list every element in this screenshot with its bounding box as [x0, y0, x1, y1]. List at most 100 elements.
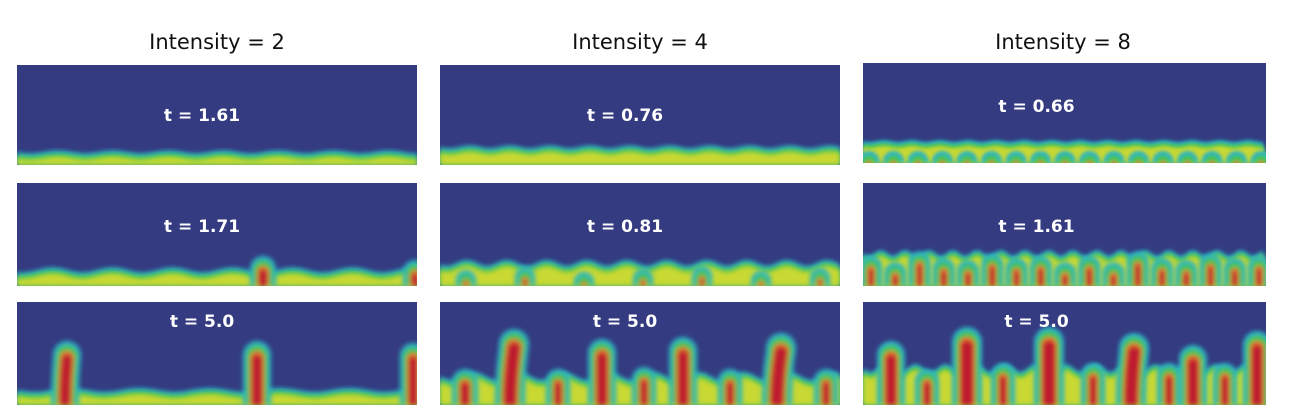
interface-layer: [17, 394, 417, 405]
interface-layer: [17, 156, 417, 165]
plume-finger: [669, 337, 697, 405]
time-label: t = 0.81: [586, 217, 664, 237]
plume-finger: [1179, 345, 1207, 405]
plume-finger: [908, 251, 931, 286]
plume-finger: [814, 369, 838, 405]
plume-finger: [1175, 260, 1198, 286]
time-label: t = 0.66: [998, 97, 1075, 117]
plume-finger: [1102, 262, 1125, 286]
plume-finger: [1177, 151, 1198, 163]
plume-finger: [957, 260, 979, 286]
plume-finger: [718, 369, 742, 405]
plume-finger: [1079, 151, 1100, 163]
plume-finger: [751, 271, 771, 286]
plume-finger: [1054, 262, 1076, 286]
panel-intensity-8-early: t = 0.66: [863, 63, 1266, 163]
simulation-field: [440, 183, 840, 286]
plume-finger: [762, 333, 796, 405]
plume-finger: [981, 151, 1002, 163]
plume-finger: [1078, 255, 1101, 286]
plume-finger: [991, 363, 1015, 405]
plume-finger: [1128, 151, 1149, 163]
field-background: [17, 65, 417, 165]
time-label: t = 5.0: [1004, 312, 1069, 332]
plume-finger: [863, 151, 880, 163]
plume-finger: [952, 327, 982, 405]
plume-finger: [1005, 258, 1028, 286]
panel-intensity-2-early: t = 1.61: [17, 65, 417, 165]
plume-finger: [932, 258, 955, 286]
plume-finger: [877, 341, 905, 405]
plume-finger: [907, 151, 929, 163]
plume-finger: [932, 151, 953, 163]
plume-finger: [1116, 333, 1149, 405]
plume-finger: [1034, 327, 1064, 405]
plume-finger: [1223, 258, 1246, 286]
plume-finger: [1213, 363, 1237, 405]
panel-intensity-8-final: t = 5.0: [863, 302, 1266, 405]
time-label: t = 0.76: [586, 106, 664, 126]
plume-finger: [1248, 255, 1266, 286]
plume-finger: [863, 255, 882, 286]
plume-finger: [1030, 151, 1051, 163]
column-title-intensity-8: Intensity = 8: [995, 30, 1131, 54]
plume-finger: [1152, 151, 1174, 163]
plume-finger: [400, 343, 417, 405]
panel-intensity-4-middle: t = 0.81: [440, 183, 840, 286]
plume-finger: [1151, 258, 1173, 286]
plume-finger: [1103, 151, 1125, 163]
plume-finger: [546, 369, 570, 405]
panel-intensity-4-early: t = 0.76: [440, 65, 840, 165]
plume-finger: [1226, 151, 1247, 163]
plume-finger: [495, 329, 529, 405]
plume-finger: [1250, 151, 1266, 163]
field-background: [17, 302, 417, 405]
panel-intensity-2-middle: t = 1.71: [17, 183, 417, 286]
column-title-intensity-4: Intensity = 4: [572, 30, 708, 54]
plume-finger: [452, 369, 478, 405]
simulation-field: [17, 302, 417, 405]
simulation-field: [17, 183, 417, 286]
time-label: t = 5.0: [592, 312, 658, 332]
simulation-field: [863, 302, 1266, 405]
panel-intensity-4-final: t = 5.0: [440, 302, 840, 405]
interface-layer: [440, 151, 840, 165]
plume-finger: [515, 267, 535, 286]
plume-finger: [243, 341, 271, 405]
plume-finger: [884, 262, 907, 286]
plume-finger: [574, 272, 594, 286]
plume-finger: [456, 270, 476, 286]
plume-finger: [1029, 255, 1052, 286]
plume-finger: [692, 266, 712, 286]
plume-finger: [1081, 363, 1105, 405]
time-label: t = 5.0: [169, 312, 235, 332]
plume-finger: [915, 369, 939, 405]
plume-finger: [1054, 151, 1076, 163]
plume-finger: [810, 268, 830, 286]
simulation-field: [17, 65, 417, 165]
plume-finger: [956, 151, 978, 163]
simulation-field: [863, 63, 1266, 163]
simulation-field: [440, 65, 840, 165]
plume-finger: [51, 341, 81, 405]
plume-finger: [403, 260, 417, 286]
plume-finger: [1201, 151, 1223, 163]
simulation-field: [863, 183, 1266, 286]
time-label: t = 1.61: [998, 217, 1075, 237]
time-label: t = 1.61: [163, 106, 241, 126]
plume-finger: [250, 256, 276, 286]
panel-intensity-8-middle: t = 1.61: [863, 183, 1266, 286]
plume-finger: [1243, 331, 1266, 405]
plume-finger: [883, 151, 904, 163]
plume-finger: [1199, 253, 1222, 286]
plume-finger: [588, 339, 616, 405]
plume-finger: [1157, 363, 1181, 405]
plume-finger: [1005, 151, 1027, 163]
plume-finger: [1126, 251, 1149, 286]
time-label: t = 1.71: [163, 217, 241, 237]
plume-finger: [633, 269, 653, 286]
column-title-intensity-2: Intensity = 2: [149, 30, 285, 54]
simulation-field: [440, 302, 840, 405]
panel-intensity-2-final: t = 5.0: [17, 302, 417, 405]
plume-finger: [981, 253, 1004, 286]
